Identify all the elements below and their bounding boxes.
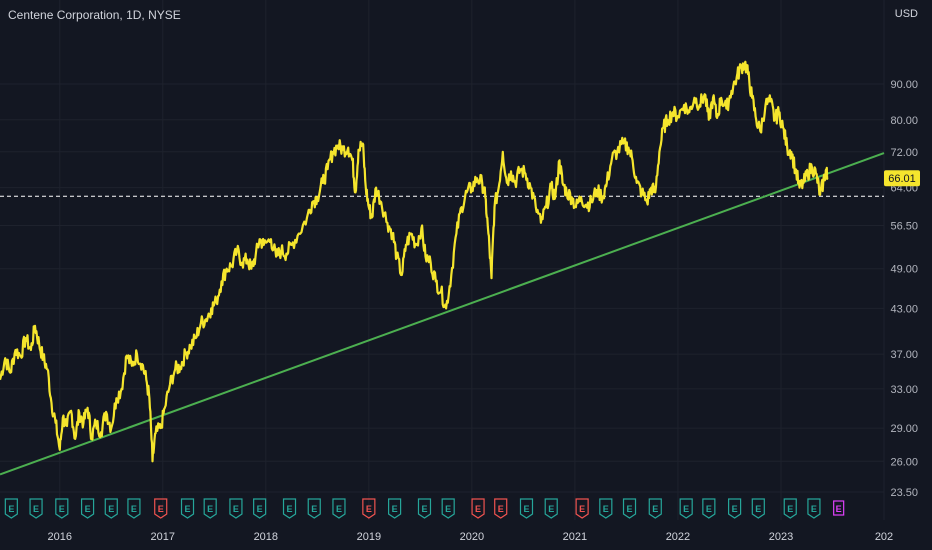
earnings-marker[interactable]: E: [751, 498, 765, 519]
price-badge-label: 66.01: [888, 173, 916, 185]
earnings-marker[interactable]: E: [332, 498, 346, 519]
earnings-marker-label: E: [706, 504, 712, 514]
earnings-marker-label: E: [787, 504, 793, 514]
earnings-marker-label: E: [131, 504, 137, 514]
x-tick-label: 2021: [563, 531, 587, 543]
x-tick-label: 2017: [151, 531, 175, 543]
earnings-marker[interactable]: E: [55, 498, 69, 519]
earnings-marker[interactable]: E: [807, 498, 821, 519]
earnings-marker[interactable]: E: [417, 498, 432, 519]
y-tick-label: 90.00: [890, 79, 918, 91]
price-badge: 66.01: [884, 170, 920, 187]
earnings-marker[interactable]: E: [494, 498, 508, 519]
earnings-marker[interactable]: E: [4, 498, 18, 519]
trend-line[interactable]: [0, 152, 885, 476]
earnings-marker-label: E: [108, 504, 114, 514]
earnings-marker-label: E: [336, 504, 342, 514]
earnings-marker-label: E: [85, 504, 91, 514]
earnings-marker[interactable]: E: [29, 498, 43, 519]
earnings-marker[interactable]: E: [471, 498, 485, 519]
earnings-marker[interactable]: E: [104, 498, 118, 519]
earnings-marker-label: E: [603, 504, 609, 514]
earnings-marker-label: E: [579, 504, 585, 514]
y-tick-label: 37.00: [890, 349, 918, 361]
earnings-marker-label: E: [683, 504, 689, 514]
earnings-marker[interactable]: E: [575, 498, 589, 519]
earnings-marker[interactable]: E: [253, 498, 267, 519]
earnings-marker[interactable]: E: [80, 498, 95, 519]
earnings-marker-label: E: [158, 504, 164, 514]
earnings-marker[interactable]: E: [544, 498, 558, 519]
earnings-marker-label: E: [366, 504, 372, 514]
x-tick-label: 2016: [48, 531, 72, 543]
earnings-marker-label: E: [523, 504, 529, 514]
earnings-marker-label: E: [445, 504, 451, 514]
x-axis: 2016 2017 2018 2019 2020 2021 2022 2023 202: [48, 531, 894, 543]
earnings-marker-label: E: [627, 504, 633, 514]
x-tick-label: 2018: [254, 531, 278, 543]
earnings-marker[interactable]: E: [622, 498, 637, 519]
earnings-marker[interactable]: E: [229, 498, 243, 519]
y-tick-label: 26.00: [890, 456, 918, 468]
x-tick-label: 2023: [769, 531, 793, 543]
x-tick-label: 202: [875, 531, 893, 543]
earnings-marker-label: E: [755, 504, 761, 514]
earnings-marker[interactable]: E: [783, 498, 797, 519]
earnings-marker-label: E: [732, 504, 738, 514]
y-tick-label: 43.00: [890, 303, 918, 315]
y-tick-label: 33.00: [890, 384, 918, 396]
earnings-marker-label: E: [185, 504, 191, 514]
earnings-marker-label: E: [207, 504, 213, 514]
y-tick-label: 29.00: [890, 423, 918, 435]
earnings-marker-label: E: [8, 504, 14, 514]
earnings-marker-label: E: [311, 504, 317, 514]
earnings-marker[interactable]: E: [599, 498, 613, 519]
earnings-marker-label: E: [421, 504, 427, 514]
grid: [0, 0, 885, 520]
earnings-marker[interactable]: E: [362, 498, 376, 519]
earnings-marker[interactable]: E: [679, 498, 693, 519]
earnings-marker-label: E: [59, 504, 65, 514]
earnings-marker[interactable]: E: [282, 498, 297, 519]
earnings-marker-label: E: [498, 504, 504, 514]
earnings-marker[interactable]: E: [648, 498, 662, 519]
earnings-marker-label: E: [652, 504, 658, 514]
earnings-marker-label: E: [811, 504, 817, 514]
y-tick-label: 72.00: [890, 147, 918, 159]
x-tick-label: 2019: [357, 531, 381, 543]
earnings-marker[interactable]: E: [127, 498, 141, 519]
earnings-marker-label: E: [233, 504, 239, 514]
earnings-marker-label: E: [836, 504, 842, 514]
earnings-marker[interactable]: E: [203, 498, 217, 519]
earnings-marker-label: E: [287, 504, 293, 514]
x-tick-label: 2020: [460, 531, 484, 543]
y-tick-label: 56.50: [890, 220, 918, 232]
price-series-line: [0, 60, 829, 463]
earnings-marker[interactable]: E: [728, 498, 742, 519]
earnings-marker[interactable]: E: [441, 498, 455, 519]
y-tick-label: 80.00: [890, 115, 918, 127]
earnings-marker[interactable]: E: [180, 498, 195, 519]
earnings-marker[interactable]: E: [307, 498, 321, 519]
earnings-marker-label: E: [392, 504, 398, 514]
earnings-marker[interactable]: E: [154, 498, 168, 519]
earnings-marker-label: E: [33, 504, 39, 514]
y-axis: 23.50 26.00 29.00 33.00 37.00 43.00 49.00 56.50…: [890, 79, 918, 499]
earnings-marker-label: E: [257, 504, 263, 514]
earnings-marker-label: E: [548, 504, 554, 514]
y-tick-label: 49.00: [890, 264, 918, 276]
chart-title: Centene Corporation, 1D, NYSE: [8, 8, 181, 22]
earnings-marker[interactable]: E: [702, 498, 716, 519]
price-badge-box: [884, 170, 920, 187]
earnings-marker[interactable]: E: [833, 500, 845, 516]
earnings-marker-label: E: [475, 504, 481, 514]
y-tick-label: 23.50: [890, 487, 918, 499]
x-tick-label: 2022: [666, 531, 690, 543]
earnings-marker[interactable]: E: [519, 498, 534, 519]
currency-label: USD: [894, 8, 918, 20]
earnings-marker[interactable]: E: [388, 498, 402, 519]
